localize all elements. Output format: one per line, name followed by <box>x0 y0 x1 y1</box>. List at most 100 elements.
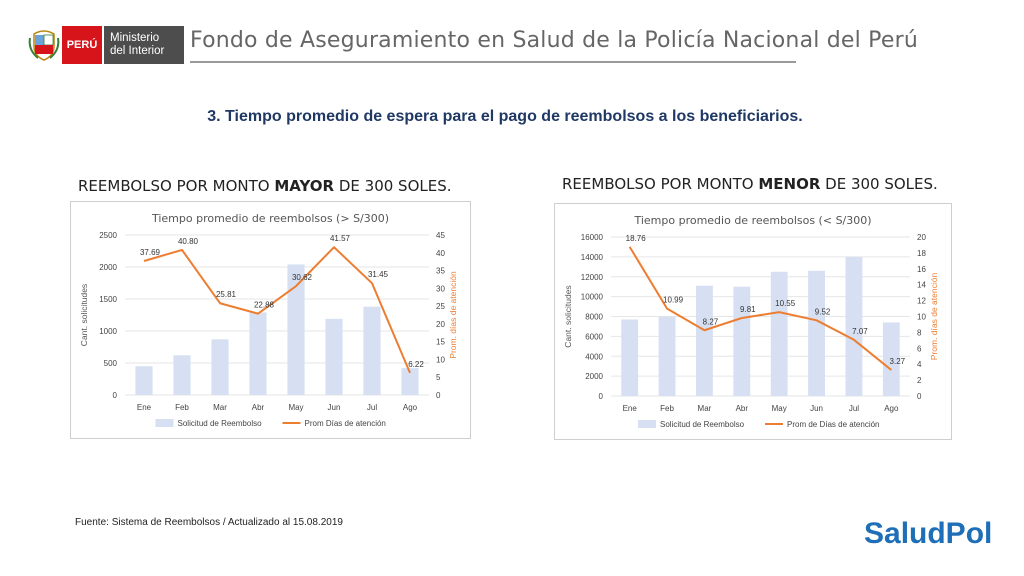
y-tick-label: 12000 <box>581 273 604 282</box>
left-heading-bold: MAYOR <box>274 177 335 195</box>
country-badge: PERÚ <box>62 26 102 64</box>
data-label: 8.27 <box>703 317 719 326</box>
x-tick-label: Mar <box>698 404 712 413</box>
y-tick-label: 8000 <box>585 313 603 322</box>
x-tick-label: Ene <box>623 404 638 413</box>
bar <box>770 271 788 396</box>
x-tick-label: Jun <box>328 403 341 412</box>
y-tick-label: 6000 <box>585 332 603 341</box>
y-tick-label: 14000 <box>581 253 604 262</box>
x-tick-label: Ene <box>137 403 152 412</box>
data-label: 7.07 <box>852 327 868 336</box>
left-heading-post: DE 300 SOLES. <box>334 177 452 195</box>
y2-tick-label: 10 <box>917 313 926 322</box>
bar <box>325 318 343 395</box>
x-tick-label: Abr <box>736 404 749 413</box>
right-heading-bold: MENOR <box>758 175 821 193</box>
bar <box>658 316 676 396</box>
data-label: 41.57 <box>330 234 351 243</box>
y2-axis-label: Prom. días de atención <box>448 271 458 359</box>
x-tick-label: Mar <box>213 403 227 412</box>
chart-mayor-svg: Tiempo promedio de reembolsos (> S/300) 0… <box>79 212 458 428</box>
y2-tick-label: 5 <box>436 373 441 382</box>
y2-tick-label: 20 <box>436 320 445 329</box>
chart-menor: Tiempo promedio de reembolsos (< S/300) 0… <box>554 203 952 440</box>
data-label: 18.76 <box>626 234 647 243</box>
y2-tick-label: 15 <box>436 338 445 347</box>
header-divider <box>190 61 796 63</box>
coat-of-arms-icon <box>28 30 60 61</box>
y2-tick-label: 14 <box>917 281 926 290</box>
saludpol-logo-icon: SaludPol <box>864 517 992 550</box>
data-label: 25.81 <box>216 290 237 299</box>
y2-tick-label: 0 <box>436 391 441 400</box>
chart-title: Tiempo promedio de reembolsos (< S/300) <box>633 214 871 227</box>
y2-tick-label: 8 <box>917 328 922 337</box>
x-tick-label: Feb <box>175 403 189 412</box>
y-tick-label: 0 <box>599 392 604 401</box>
bar <box>173 355 191 395</box>
data-label: 40.80 <box>178 237 199 246</box>
legend-label: Prom de Días de atención <box>787 420 880 429</box>
logo-text: SaludPol <box>864 517 992 550</box>
y-tick-label: 4000 <box>585 352 603 361</box>
x-tick-label: Ago <box>403 403 418 412</box>
y-tick-label: 16000 <box>581 233 604 242</box>
y2-tick-label: 6 <box>917 344 922 353</box>
saludpol-logo: SaludPol <box>864 512 1004 552</box>
x-tick-label: Ago <box>884 404 899 413</box>
x-tick-label: Jul <box>367 403 377 412</box>
y-tick-label: 10000 <box>581 293 604 302</box>
ministry-line-1: Ministerio <box>110 32 160 44</box>
slide-title: 3. Tiempo promedio de espera para el pag… <box>207 108 803 125</box>
y-tick-label: 2000 <box>99 263 117 272</box>
legend-label: Prom Días de atención <box>305 419 386 428</box>
data-label: 37.69 <box>140 248 161 257</box>
right-heading-pre: REEMBOLSO POR MONTO <box>562 175 759 193</box>
source-footnote: Fuente: Sistema de Reembolsos / Actualiz… <box>75 517 343 528</box>
y2-tick-label: 30 <box>436 284 445 293</box>
chart-title: Tiempo promedio de reembolsos (> S/300) <box>151 212 389 225</box>
y2-tick-label: 4 <box>917 360 922 369</box>
legend-swatch-bar <box>638 420 656 428</box>
series-line <box>628 246 892 371</box>
y2-tick-label: 10 <box>436 355 445 364</box>
x-tick-label: Jul <box>849 404 859 413</box>
legend-swatch-bar <box>155 419 174 427</box>
y2-tick-label: 18 <box>917 249 926 258</box>
y2-tick-label: 12 <box>917 297 926 306</box>
ministry-line-2: del Interior <box>110 45 165 57</box>
bar <box>845 256 863 396</box>
y-tick-label: 1500 <box>99 295 117 304</box>
data-label: 9.81 <box>740 305 756 314</box>
y-tick-label: 0 <box>113 391 118 400</box>
legend-label: Solicitud de Reembolso <box>178 419 263 428</box>
ministry-badge: Ministerio del Interior <box>104 26 184 64</box>
y2-tick-label: 25 <box>436 302 445 311</box>
data-label: 6.22 <box>408 360 424 369</box>
chart-mayor: Tiempo promedio de reembolsos (> S/300) 0… <box>70 201 471 439</box>
legend-label: Solicitud de Reembolso <box>660 420 745 429</box>
left-heading-pre: REEMBOLSO POR MONTO <box>78 177 275 195</box>
right-chart-heading: REEMBOLSO POR MONTO MENOR DE 300 SOLES. <box>562 175 938 193</box>
y2-tick-label: 35 <box>436 267 445 276</box>
x-tick-label: May <box>288 403 303 412</box>
bar <box>696 285 713 396</box>
y2-tick-label: 45 <box>436 231 445 240</box>
y-tick-label: 2500 <box>99 231 117 240</box>
x-tick-label: Jun <box>810 404 823 413</box>
left-chart-heading: REEMBOLSO POR MONTO MAYOR DE 300 SOLES. <box>78 177 452 195</box>
y2-tick-label: 16 <box>917 265 926 274</box>
y-tick-label: 2000 <box>585 372 603 381</box>
data-label: 3.27 <box>890 357 906 366</box>
data-label: 10.55 <box>775 299 796 308</box>
x-tick-label: Abr <box>252 403 265 412</box>
bar <box>733 286 751 396</box>
bar <box>808 270 825 396</box>
y-axis-label: Cant. solicitudes <box>79 284 89 346</box>
data-label: 30.62 <box>292 273 313 282</box>
y-tick-label: 1000 <box>99 327 117 336</box>
data-label: 22.88 <box>254 301 275 310</box>
right-heading-post: DE 300 SOLES. <box>820 175 938 193</box>
bar <box>363 306 381 395</box>
